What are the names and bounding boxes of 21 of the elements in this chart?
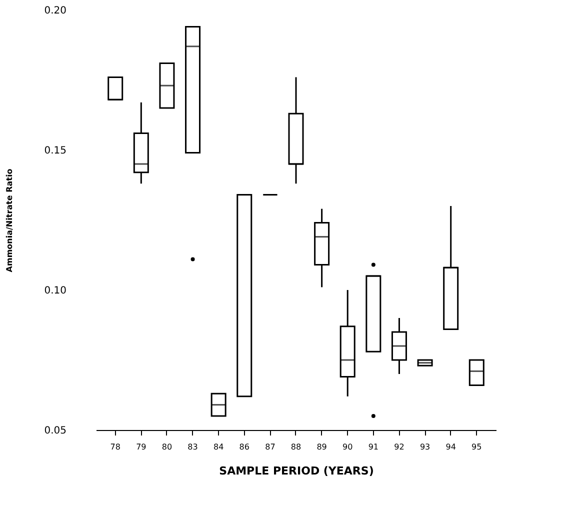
y-tick-label: 0.20 [44,6,66,16]
x-tick-label: 79 [136,442,146,452]
x-tick-label: 78 [110,442,120,452]
x-axis-title: SAMPLE PERIOD (YEARS) [219,464,374,478]
x-tick-label: 80 [162,442,172,452]
x-tick-label: 86 [239,442,250,452]
y-tick-label: 0.15 [44,146,66,156]
x-tick-label: 93 [420,442,430,452]
x-tick-label: 95 [472,442,482,452]
x-tick-label: 89 [316,442,327,452]
x-tick-label: 90 [342,442,353,452]
y-axis-title: Ammonia/Nitrate Ratio [5,168,14,272]
x-tick-label: 84 [213,442,224,452]
x-tick-label: 83 [188,442,198,452]
x-tick-label: 88 [290,442,302,452]
x-tick-label: 87 [265,442,276,452]
x-tick-label: 91 [368,442,379,452]
x-tick-label: 94 [446,442,456,452]
y-tick-label: 0.10 [44,286,66,296]
x-tick-label: 92 [394,442,404,452]
y-tick-label: 0.05 [44,426,66,436]
